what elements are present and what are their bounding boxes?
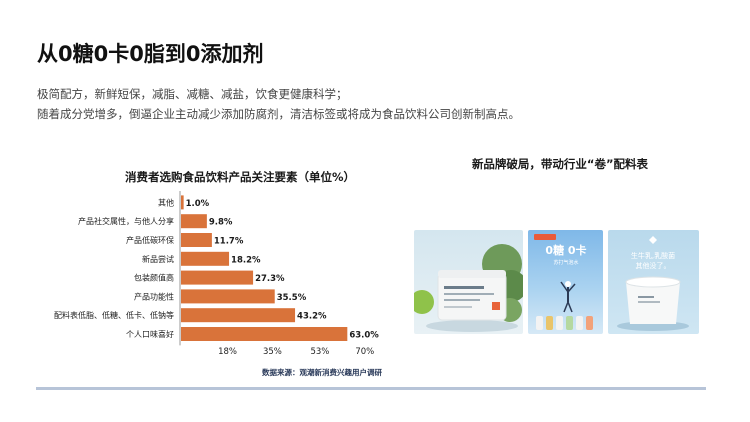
bar bbox=[181, 289, 275, 304]
value-label: 9.8% bbox=[209, 218, 233, 228]
x-tick-label: 70% bbox=[355, 347, 374, 357]
description-line-2: 随着成分党增多，倒逼企业主动减少添加防腐剂，清洁标签或将成为食品饮料公司创新制高… bbox=[37, 107, 520, 121]
product-photo-yogurt bbox=[414, 230, 523, 334]
right-panel-title: 新品牌破局，带动行业“卷”配料表 bbox=[471, 157, 649, 171]
category-label: 其他 bbox=[158, 197, 174, 207]
category-label: 配料表低脂、低糖、低卡、低钠等 bbox=[54, 310, 174, 320]
value-label: 63.0% bbox=[349, 331, 379, 341]
product-photo-milk-yogurt: 生牛乳,乳酸菌 其他没了。 bbox=[608, 230, 699, 334]
category-label: 产品低碳环保 bbox=[126, 235, 174, 245]
bar bbox=[181, 195, 184, 210]
value-label: 1.0% bbox=[186, 199, 210, 209]
bottom-divider bbox=[36, 387, 706, 390]
x-tick-label: 18% bbox=[218, 347, 237, 357]
value-label: 18.2% bbox=[231, 255, 261, 265]
bar bbox=[181, 251, 230, 266]
category-label: 包装颜值高 bbox=[134, 273, 174, 283]
category-label: 个人口味喜好 bbox=[126, 329, 174, 339]
category-label: 产品社交属性，与他人分享 bbox=[78, 216, 174, 226]
x-tick-label: 35% bbox=[263, 347, 282, 357]
bar bbox=[181, 270, 254, 285]
description-line-1: 极简配方，新鲜短保，减脂、减糖、减盐，饮食更健康科学； bbox=[37, 87, 348, 101]
x-tick-label: 53% bbox=[310, 347, 329, 357]
value-label: 43.2% bbox=[297, 312, 327, 322]
bar bbox=[181, 214, 207, 229]
bar bbox=[181, 327, 348, 341]
value-label: 11.7% bbox=[214, 237, 244, 247]
page-title: 从0糖0卡0脂到0添加剂 bbox=[37, 42, 264, 66]
category-label: 产品功能性 bbox=[134, 291, 174, 301]
svg-text:其他没了。: 其他没了。 bbox=[636, 261, 671, 270]
bar bbox=[181, 308, 296, 323]
svg-text:生牛乳,乳酸菌: 生牛乳,乳酸菌 bbox=[631, 251, 675, 260]
value-label: 27.3% bbox=[255, 274, 285, 284]
category-label: 新品尝试 bbox=[142, 254, 174, 264]
value-label: 35.5% bbox=[277, 293, 307, 303]
svg-text:苏打气泡水: 苏打气泡水 bbox=[553, 259, 578, 266]
svg-text:0糖 0卡: 0糖 0卡 bbox=[545, 243, 586, 257]
bar bbox=[181, 233, 212, 247]
chart-title: 消费者选购食品饮料产品关注要素（单位%） bbox=[124, 170, 356, 184]
data-source-note: 数据来源：观潮新消费兴趣用户调研 bbox=[262, 368, 382, 377]
product-photo-sparkling-water: 0糖 0卡 苏打气泡水 bbox=[528, 230, 603, 334]
